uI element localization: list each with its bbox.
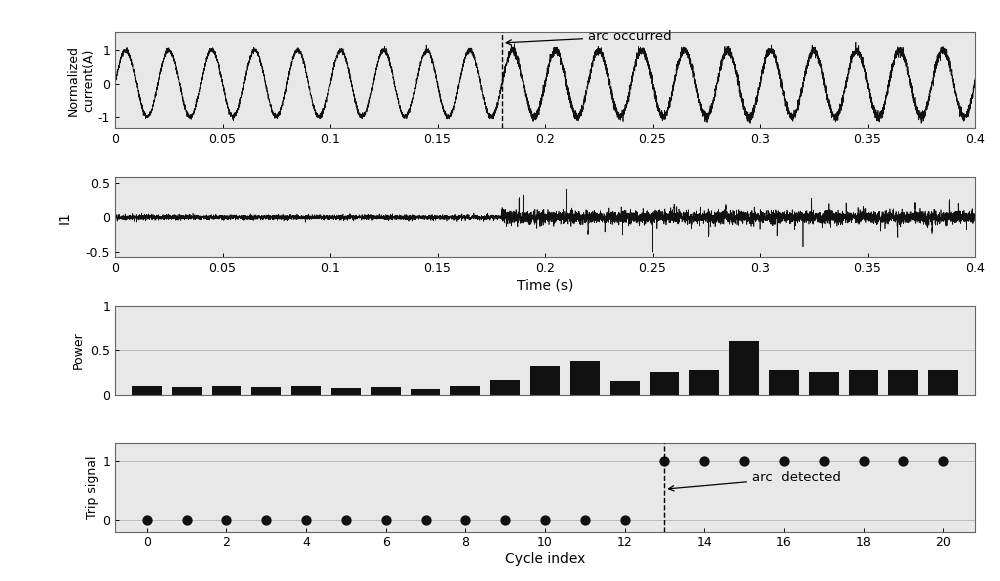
Point: [418, 515, 434, 525]
Point: [378, 515, 394, 525]
Bar: [729, 342, 759, 394]
Bar: [132, 386, 162, 394]
Bar: [172, 386, 202, 394]
Point: [776, 456, 792, 465]
Bar: [251, 388, 281, 394]
Bar: [291, 386, 321, 394]
Point: [537, 515, 553, 525]
Y-axis label: I1: I1: [58, 211, 72, 224]
Bar: [570, 361, 600, 394]
Point: [298, 515, 314, 525]
Point: [218, 515, 234, 525]
Bar: [450, 386, 480, 394]
Point: [656, 456, 672, 465]
Point: [338, 515, 354, 525]
Bar: [849, 370, 878, 394]
Bar: [689, 370, 719, 394]
Bar: [769, 370, 799, 394]
Bar: [490, 379, 520, 394]
Point: [258, 515, 274, 525]
Bar: [212, 386, 241, 394]
Point: [139, 515, 155, 525]
X-axis label: Cycle index: Cycle index: [505, 553, 585, 566]
Bar: [411, 389, 440, 394]
Bar: [809, 372, 839, 394]
X-axis label: Time (s): Time (s): [517, 278, 573, 292]
Point: [179, 515, 195, 525]
Bar: [928, 370, 958, 394]
Point: [895, 456, 911, 465]
Point: [617, 515, 633, 525]
Text: arc occurred: arc occurred: [506, 30, 672, 45]
Y-axis label: Power: Power: [72, 331, 85, 369]
Y-axis label: Trip signal: Trip signal: [86, 456, 99, 519]
Y-axis label: Normalized
current(A): Normalized current(A): [67, 45, 95, 116]
Point: [736, 456, 752, 465]
Bar: [371, 388, 401, 394]
Bar: [331, 388, 361, 394]
Point: [497, 515, 513, 525]
Bar: [530, 366, 560, 394]
Point: [816, 456, 832, 465]
Text: arc  detected: arc detected: [669, 471, 841, 491]
Bar: [650, 372, 679, 394]
Bar: [610, 381, 640, 394]
Point: [696, 456, 712, 465]
Point: [577, 515, 593, 525]
Point: [935, 456, 951, 465]
Bar: [888, 370, 918, 394]
Point: [856, 456, 872, 465]
Point: [457, 515, 473, 525]
